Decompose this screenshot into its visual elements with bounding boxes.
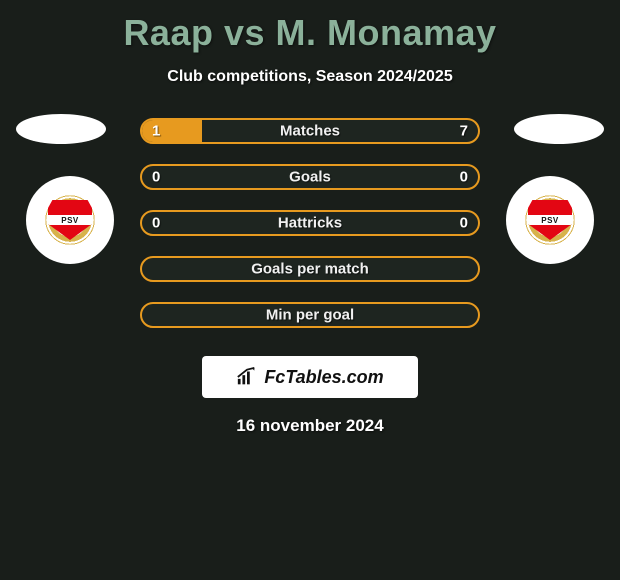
psv-badge-icon: PSV — [515, 185, 585, 255]
stat-label: Hattricks — [278, 215, 342, 232]
stat-value-left: 0 — [152, 215, 160, 232]
stat-value-right: 7 — [460, 123, 468, 140]
stat-bar: Min per goal — [140, 302, 480, 328]
date-text: 16 november 2024 — [0, 416, 620, 436]
psv-badge-icon: PSV — [35, 185, 105, 255]
stat-label: Min per goal — [266, 307, 354, 324]
stat-label: Goals — [289, 169, 331, 186]
stat-bars: 1 7 Matches 0 0 Goals 0 0 Hattricks Goals per mat… — [140, 118, 480, 328]
club-logo-left: PSV — [26, 176, 114, 264]
branding-text: FcTables.com — [264, 367, 383, 388]
chart-icon — [236, 366, 258, 388]
stat-value-right: 0 — [460, 169, 468, 186]
branding-badge: FcTables.com — [202, 356, 418, 398]
page-title: Raap vs M. Monamay — [0, 0, 620, 54]
stat-bar: 0 0 Hattricks — [140, 210, 480, 236]
stat-value-left: 0 — [152, 169, 160, 186]
club-logo-right: PSV — [506, 176, 594, 264]
club-abbrev-left: PSV — [48, 215, 92, 225]
player-avatar-right — [514, 114, 604, 144]
club-abbrev-right: PSV — [528, 215, 572, 225]
player-avatar-left — [16, 114, 106, 144]
stat-bar: 0 0 Goals — [140, 164, 480, 190]
stat-bar: 1 7 Matches — [140, 118, 480, 144]
subtitle: Club competitions, Season 2024/2025 — [0, 68, 620, 86]
stat-value-right: 0 — [460, 215, 468, 232]
stat-label: Matches — [280, 123, 340, 140]
stat-label: Goals per match — [251, 261, 369, 278]
stat-bar: Goals per match — [140, 256, 480, 282]
comparison-panel: PSV PSV 1 7 Matches 0 0 Goals 0 0 Hattricks Goals… — [0, 118, 620, 436]
stat-value-left: 1 — [152, 123, 160, 140]
